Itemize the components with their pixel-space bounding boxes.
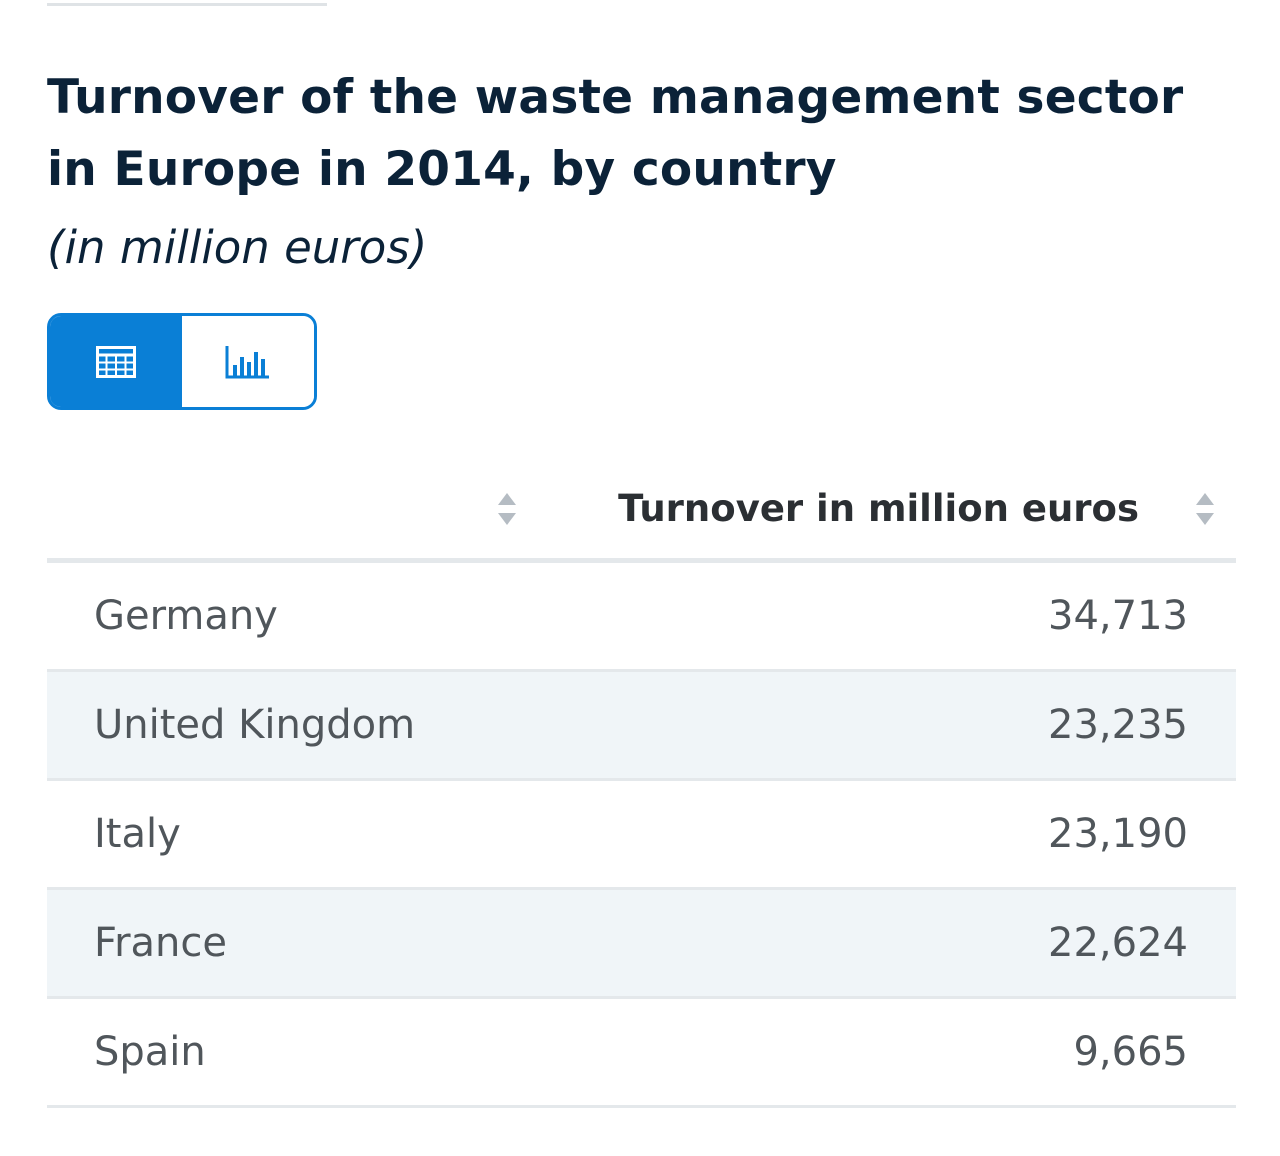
- table-row: France 22,624: [47, 890, 1236, 999]
- sort-turnover-button[interactable]: [1193, 489, 1217, 533]
- sort-arrows-icon: [498, 493, 516, 525]
- country-cell: Germany: [94, 593, 278, 639]
- table-row: Germany 34,713: [47, 563, 1236, 672]
- table-grid-icon: [96, 345, 136, 378]
- table-header-row: Turnover in million euros: [47, 455, 1236, 563]
- table-row: Italy 23,190: [47, 781, 1236, 890]
- chart-view-button[interactable]: [182, 316, 314, 407]
- table-row: Spain 9,665: [47, 999, 1236, 1108]
- view-toggle: [47, 313, 317, 410]
- turnover-value-cell: 23,235: [1048, 702, 1188, 748]
- page-title: Turnover of the waste management sector …: [47, 70, 1184, 197]
- sort-country-button[interactable]: [495, 489, 519, 533]
- table-view-button[interactable]: [50, 316, 182, 407]
- bar-chart-icon: [225, 345, 269, 378]
- country-cell: United Kingdom: [94, 702, 416, 748]
- sort-arrows-icon: [1196, 493, 1214, 525]
- turnover-value-cell: 9,665: [1073, 1029, 1188, 1075]
- country-cell: France: [94, 920, 228, 966]
- column-header-turnover[interactable]: Turnover in million euros: [618, 487, 1139, 530]
- table-row: United Kingdom 23,235: [47, 672, 1236, 781]
- turnover-value-cell: 22,624: [1048, 920, 1188, 966]
- top-divider: [47, 3, 327, 6]
- data-table: Turnover in million euros Germany 34,713…: [47, 455, 1236, 1108]
- country-cell: Italy: [94, 811, 181, 857]
- page-subtitle: (in million euros): [47, 221, 428, 274]
- turnover-value-cell: 23,190: [1048, 811, 1188, 857]
- turnover-value-cell: 34,713: [1048, 593, 1188, 639]
- country-cell: Spain: [94, 1029, 206, 1075]
